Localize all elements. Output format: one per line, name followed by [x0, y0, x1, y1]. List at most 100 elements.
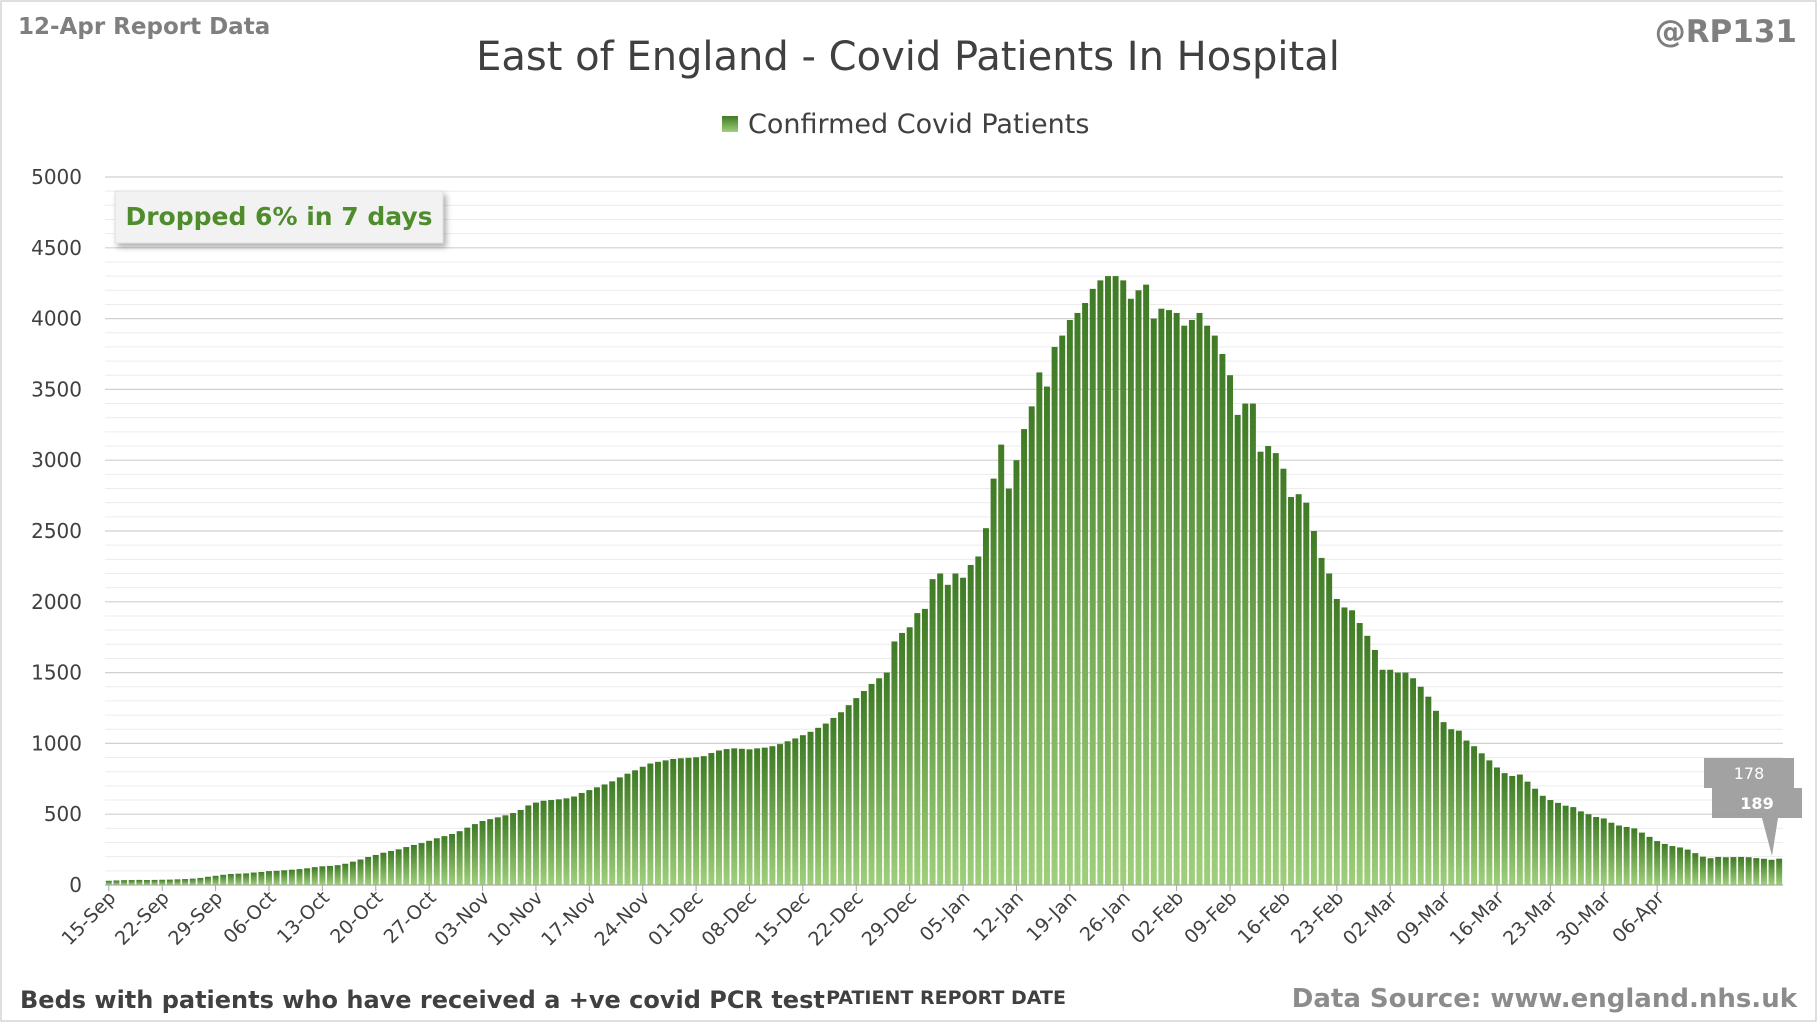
bar	[1661, 843, 1668, 885]
annotation-text: Dropped 6% in 7 days	[125, 202, 432, 231]
bar	[1455, 730, 1462, 885]
bar	[891, 641, 898, 885]
data-source: Data Source: www.england.nhs.uk	[1291, 984, 1797, 1014]
bar	[1349, 610, 1356, 885]
x-tick-label: 22-Dec	[804, 887, 868, 951]
bar	[632, 770, 639, 885]
y-tick-label: 3500	[31, 377, 82, 401]
bar	[1562, 805, 1569, 885]
value-callouts: 178 189	[1704, 758, 1802, 856]
bar	[1318, 557, 1325, 885]
bar	[708, 753, 715, 885]
bar	[1478, 753, 1485, 885]
bar	[388, 851, 394, 885]
bar	[204, 876, 211, 885]
bar	[1265, 446, 1272, 885]
x-tick-label: 17-Nov	[537, 887, 601, 951]
bar	[189, 878, 196, 885]
bar	[670, 758, 677, 885]
bar	[1074, 312, 1081, 885]
x-tick-label: 09-Mar	[1392, 887, 1455, 950]
bar	[1646, 836, 1653, 885]
bar	[1288, 497, 1295, 885]
bar	[410, 844, 417, 885]
x-tick-label: 02-Mar	[1339, 887, 1402, 950]
bar	[1249, 403, 1256, 885]
bar	[700, 756, 707, 885]
bar	[883, 672, 890, 885]
bar	[906, 627, 913, 885]
bar	[1669, 846, 1676, 885]
bar	[1173, 312, 1180, 885]
bar	[952, 573, 959, 885]
bar	[1555, 802, 1561, 885]
bar	[1432, 710, 1439, 885]
bar	[1509, 775, 1516, 885]
bar	[777, 744, 783, 885]
bar	[1471, 746, 1478, 885]
bar	[1127, 298, 1134, 885]
bar	[1242, 403, 1249, 885]
bar	[1593, 817, 1600, 885]
x-tick-label: 24-Nov	[591, 887, 655, 951]
y-tick-label: 0	[69, 873, 82, 897]
bar	[1600, 818, 1607, 885]
bar	[1547, 800, 1554, 885]
bar	[1158, 308, 1165, 885]
bar	[1707, 858, 1714, 885]
bar	[1310, 531, 1317, 885]
x-tick-label: 22-Sep	[111, 887, 174, 950]
bar	[1486, 760, 1493, 885]
bar	[716, 750, 722, 885]
bar	[1631, 828, 1638, 885]
bar	[1227, 375, 1233, 885]
bar	[754, 748, 761, 885]
bar	[761, 747, 768, 885]
bar	[1059, 335, 1066, 886]
bar	[220, 874, 227, 885]
bar	[212, 875, 219, 885]
bar	[1204, 325, 1211, 885]
bar	[1699, 856, 1706, 885]
bar	[273, 870, 280, 885]
x-tick-label: 08-Dec	[698, 887, 762, 951]
bar	[876, 678, 883, 885]
chart-title: East of England - Covid Patients In Hosp…	[476, 34, 1340, 80]
bar	[838, 712, 845, 885]
x-tick-label: 12-Jan	[969, 887, 1028, 946]
bar	[548, 800, 555, 885]
bar	[967, 564, 974, 885]
x-tick-label: 26-Jan	[1076, 887, 1135, 946]
bar	[639, 766, 646, 885]
bar	[441, 836, 448, 885]
bar	[1181, 325, 1188, 885]
bar	[1730, 857, 1737, 885]
bar	[105, 880, 112, 885]
x-tick-label: 16-Mar	[1446, 887, 1509, 950]
bar	[1143, 284, 1150, 885]
bar	[1638, 832, 1645, 885]
bar	[1440, 722, 1447, 885]
x-tick-label: 02-Feb	[1127, 887, 1188, 948]
bar	[1105, 276, 1111, 885]
bar	[1585, 814, 1592, 885]
bar	[380, 852, 387, 885]
bar	[426, 840, 433, 885]
bar	[418, 843, 425, 885]
bar	[1135, 290, 1142, 885]
bar	[304, 868, 311, 885]
bar	[494, 817, 501, 885]
bar	[517, 809, 524, 885]
bar	[159, 879, 166, 885]
bar	[1021, 429, 1028, 885]
bar	[578, 792, 585, 885]
bar	[1776, 858, 1783, 885]
bar	[1532, 788, 1539, 885]
bar	[1257, 451, 1264, 885]
bar	[662, 760, 669, 885]
bar	[769, 746, 776, 885]
gridlines	[105, 176, 1783, 886]
bar	[365, 856, 372, 885]
y-tick-label: 4500	[31, 236, 82, 260]
